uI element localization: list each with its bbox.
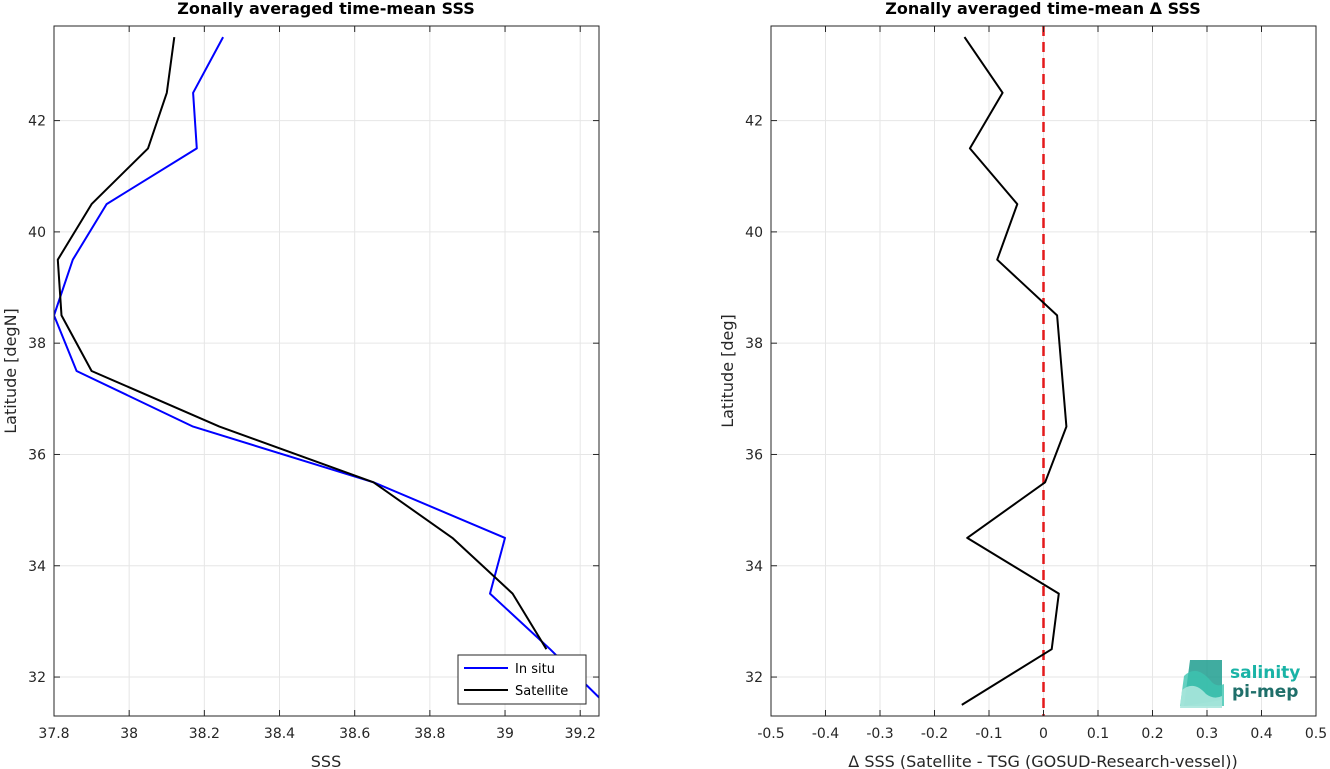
left-x-tick-label: 38.4 [264, 726, 295, 742]
right-y-tick-label: 34 [745, 559, 763, 575]
legend-box [457, 654, 587, 705]
left-series-group [54, 36, 599, 699]
left-y-tick-label: 34 [28, 559, 46, 575]
left-x-tick-label: 38.6 [339, 726, 370, 742]
left-y-tick-label: 42 [28, 114, 46, 130]
left-plot-area [54, 26, 599, 716]
left-series-line-satellite [56, 36, 548, 650]
left-x-axis-label: SSS [311, 752, 341, 769]
logo-text-salinity: salinity [1230, 663, 1300, 683]
left-axes-box [53, 25, 600, 717]
right-y-tick-label: 38 [745, 336, 763, 352]
right-ticks: -0.5 -0.4 -0.3 -0.2 -0.1 0 0.1 0.2 0.3 0.4 0.5 32 34… [745, 26, 1327, 742]
left-x-tick-label: 39 [496, 726, 514, 742]
left-y-tick-label: 32 [28, 670, 46, 686]
right-y-tick-label: 36 [745, 447, 763, 463]
right-x-tick-label: 0.1 [1087, 726, 1109, 742]
right-x-tick-label: -0.1 [975, 726, 1002, 742]
right-series-group [961, 26, 1068, 716]
right-x-tick-label: -0.4 [812, 726, 839, 742]
left-y-tick-label: 36 [28, 447, 46, 463]
right-x-tick-label: 0.4 [1250, 726, 1272, 742]
left-ticks: 37.8 38 38.2 38.4 38.6 38.8 39 39.2 32 34 36 38 40 42 [28, 26, 599, 742]
right-x-tick-label: -0.2 [921, 726, 948, 742]
right-y-axis-label: Latitude [deg] [718, 314, 737, 428]
left-x-tick-label: 39.2 [565, 726, 596, 742]
left-y-tick-label: 38 [28, 336, 46, 352]
right-x-tick-label: -0.3 [866, 726, 893, 742]
right-x-tick-label: -0.5 [757, 726, 784, 742]
salinity-pi-mep-logo: salinity pi-mep [1180, 660, 1300, 708]
left-panel: 37.8 38 38.2 38.4 38.6 38.8 39 39.2 32 34 36 38 40 42… [1, 0, 600, 769]
left-chart-title: Zonally averaged time-mean SSS [177, 0, 475, 18]
right-panel: -0.5 -0.4 -0.3 -0.2 -0.1 0 0.1 0.2 0.3 0.4 0.5 32 34… [718, 0, 1327, 769]
legend: In situ Satellite [457, 654, 587, 705]
legend-label-in-situ: In situ [515, 662, 555, 677]
right-chart-title: Zonally averaged time-mean Δ SSS [885, 0, 1201, 18]
right-x-tick-label: 0 [1039, 726, 1048, 742]
right-x-axis-label: Δ SSS (Satellite - TSG (GOSUD-Research-v… [848, 752, 1237, 769]
logo-wave-icon [1180, 660, 1224, 708]
logo-text-pi-mep: pi-mep [1232, 682, 1298, 702]
left-y-tick-label: 40 [28, 225, 46, 241]
left-x-tick-label: 38.2 [189, 726, 220, 742]
left-x-tick-label: 37.8 [38, 726, 69, 742]
right-y-tick-label: 40 [745, 225, 763, 241]
left-grid [53, 26, 599, 716]
left-y-axis-label: Latitude [degN] [1, 308, 20, 434]
left-series-line-in-situ [54, 36, 599, 699]
right-x-tick-label: 0.3 [1196, 726, 1218, 742]
left-x-tick-label: 38.8 [414, 726, 445, 742]
left-x-tick-label: 38 [120, 726, 138, 742]
right-y-tick-label: 42 [745, 114, 763, 130]
legend-label-satellite: Satellite [515, 684, 568, 699]
right-y-tick-label: 32 [745, 670, 763, 686]
right-series-line-delta-sss [961, 36, 1068, 706]
right-clipped-lines [961, 26, 1068, 716]
right-x-tick-label: 0.5 [1305, 726, 1327, 742]
right-x-tick-label: 0.2 [1141, 726, 1163, 742]
left-clipped-lines [54, 36, 599, 699]
